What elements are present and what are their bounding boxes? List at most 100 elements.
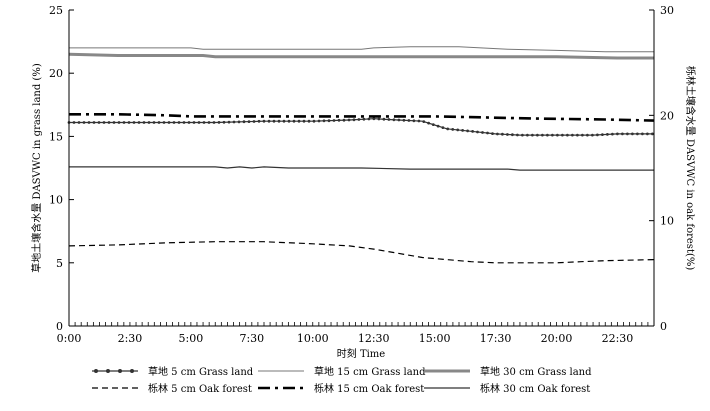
series-marker <box>501 132 504 136</box>
tick-labels: 0:00 2:30 5:00 7:30 10:00 12:30 15:00 17:30 20:0… <box>49 4 674 345</box>
y-right-tick-label: 30 <box>660 4 674 17</box>
series-line-5 <box>69 113 655 122</box>
series-marker <box>461 129 464 132</box>
series-marker <box>197 121 201 124</box>
series-marker <box>107 121 111 124</box>
series-marker <box>436 124 440 128</box>
series-marker <box>372 117 376 121</box>
series-marker <box>127 121 131 124</box>
legend-label-4: 栎林 5 cm Oak forest <box>148 382 252 395</box>
series-marker <box>392 118 396 122</box>
series-marker <box>511 133 514 137</box>
y-right-tick-label: 0 <box>660 320 667 333</box>
series-marker <box>257 119 261 123</box>
series-marker <box>561 133 564 137</box>
series-marker <box>132 121 136 124</box>
series-marker <box>481 131 484 134</box>
y-left-tick-label: 20 <box>49 67 63 80</box>
series-marker <box>491 132 494 136</box>
series-marker <box>606 133 609 136</box>
series-marker <box>382 117 386 121</box>
legend: 草地 5 cm Grass land 草地 15 cm Grass land 草地 … <box>92 365 592 395</box>
series-marker <box>516 133 519 137</box>
series-marker <box>142 121 146 124</box>
series-marker <box>232 120 236 124</box>
series-marker <box>496 132 499 136</box>
series-marker <box>277 119 281 123</box>
series-marker <box>237 120 241 124</box>
series-marker <box>377 117 381 121</box>
y-axis-left-title: 草地土壤含水量 DASVWC in grass land (%) <box>30 63 43 273</box>
series-marker <box>172 121 176 124</box>
series-marker <box>122 121 126 124</box>
series-marker <box>102 121 106 124</box>
series-marker <box>212 121 216 124</box>
legend-label-6: 栎林 30 cm Oak forest <box>480 382 590 395</box>
series-marker <box>72 121 76 124</box>
series-marker <box>586 133 589 137</box>
series-marker <box>636 132 639 136</box>
series-marker <box>327 119 331 123</box>
series-marker <box>651 132 654 136</box>
series-marker <box>227 120 231 124</box>
series-line-6 <box>69 166 654 171</box>
series-marker <box>441 126 445 129</box>
series-marker <box>322 119 326 123</box>
series-marker <box>347 118 351 122</box>
y-left-tick-label: 15 <box>49 130 63 143</box>
series-marker <box>556 133 559 137</box>
series-marker <box>536 133 539 137</box>
series-marker <box>147 121 151 124</box>
y-left-tick-label: 5 <box>56 257 63 270</box>
series-marker <box>641 132 644 136</box>
series-marker <box>337 118 341 122</box>
legend-marker <box>118 369 122 373</box>
series-marker <box>362 117 366 121</box>
series-marker <box>471 130 474 133</box>
legend-marker <box>130 369 134 373</box>
axes <box>68 9 655 327</box>
series-marker <box>117 121 121 124</box>
series-marker <box>601 133 604 137</box>
series-marker <box>307 119 311 123</box>
series-marker <box>182 121 186 124</box>
series-marker <box>267 119 271 123</box>
series-marker <box>217 121 221 124</box>
x-tick-label: 12:30 <box>358 332 390 345</box>
y-left-tick-label: 0 <box>56 320 63 333</box>
series-marker <box>242 120 246 124</box>
series-marker <box>82 121 86 124</box>
series-marker <box>357 118 361 121</box>
x-tick-label: 0:00 <box>57 332 82 345</box>
series-marker <box>397 118 401 122</box>
x-tick-label: 5:00 <box>179 332 204 345</box>
legend-label-5: 栎林 15 cm Oak forest <box>314 382 424 395</box>
x-tick-label: 17:30 <box>480 332 512 345</box>
legend-label-1: 草地 5 cm Grass land <box>148 365 254 378</box>
series-line-1 <box>69 118 654 136</box>
series-marker <box>367 117 371 121</box>
series-marker <box>247 120 251 123</box>
series-marker <box>506 133 509 136</box>
series-marker <box>646 132 649 136</box>
series-marker <box>591 133 594 137</box>
x-tick-label: 10:00 <box>297 332 329 345</box>
series-marker <box>456 128 460 132</box>
series-marker <box>207 121 211 124</box>
x-tick-label: 2:30 <box>118 332 143 345</box>
series-marker <box>546 133 549 137</box>
series-marker <box>626 132 629 136</box>
series-marker <box>112 121 116 124</box>
series-line-2 <box>69 46 654 53</box>
y-axis-right-title: 栎林土壤含水量 DASVWC in oak forest(%) <box>684 66 697 271</box>
series-marker <box>451 127 455 131</box>
series-marker <box>292 119 296 123</box>
series-marker <box>431 123 435 126</box>
series-marker <box>187 121 191 124</box>
series-marker <box>332 119 336 122</box>
series-marker <box>202 121 206 124</box>
series-marker <box>192 121 196 124</box>
series-marker <box>621 132 624 136</box>
series-marker <box>541 133 544 137</box>
